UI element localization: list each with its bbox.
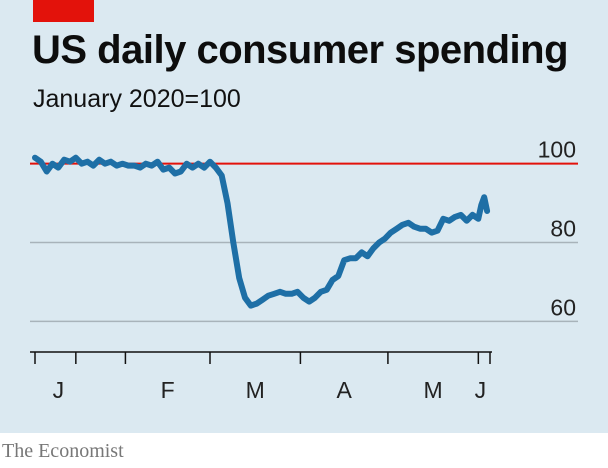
x-tick-label-0: J bbox=[53, 377, 65, 403]
series-layer bbox=[32, 154, 491, 309]
y-axis-labels: 100 80 60 bbox=[538, 140, 576, 320]
x-tick-label-5: J bbox=[475, 377, 487, 403]
x-tick-label-1: F bbox=[161, 377, 175, 403]
chart-subtitle: January 2020=100 bbox=[33, 85, 241, 113]
y-tick-label-60: 60 bbox=[550, 294, 576, 320]
chart-panel: US daily consumer spending January 2020=… bbox=[0, 0, 608, 433]
x-tick-label-3: A bbox=[336, 377, 352, 403]
series-line-0 bbox=[32, 154, 491, 309]
chart-title: US daily consumer spending bbox=[32, 28, 569, 72]
source-credit: The Economist bbox=[2, 440, 124, 462]
line-chart: 100 80 60 J F M A M J bbox=[30, 140, 578, 403]
gridlines bbox=[30, 241, 578, 323]
brand-red-tag bbox=[33, 0, 94, 22]
y-tick-label-100: 100 bbox=[538, 140, 576, 163]
x-tick-label-4: M bbox=[424, 377, 443, 403]
y-tick-label-80: 80 bbox=[550, 216, 576, 242]
x-tick-label-2: M bbox=[246, 377, 265, 403]
